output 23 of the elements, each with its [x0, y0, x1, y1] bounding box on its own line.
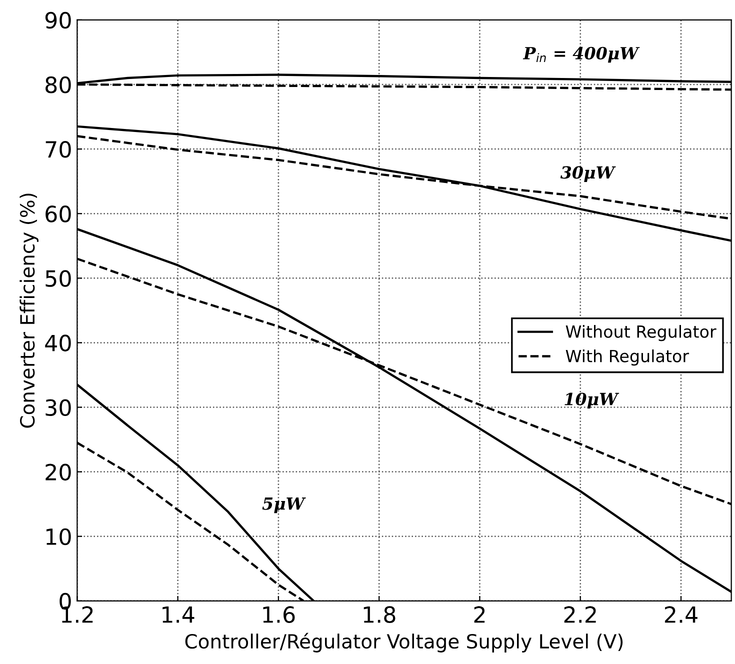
x-tick-label: 1.8 — [364, 606, 396, 623]
annotation: P$_{in}$ = 400μW — [522, 46, 640, 63]
x-axis-title: Controller/Régulator Voltage Supply Level (V) — [185, 632, 623, 652]
y-axis-title: Converter Efficiency (%) — [20, 194, 38, 428]
x-tick-label: 2 — [474, 606, 485, 623]
y-tick-label: 30 — [46, 399, 71, 416]
x-tick-label: 1.6 — [263, 606, 295, 623]
x-tick-label: 1.4 — [162, 606, 194, 623]
y-tick-label: 10 — [46, 528, 71, 546]
y-tick-label: 70 — [46, 140, 71, 158]
y-tick-label: 50 — [46, 270, 71, 287]
legend-label: With Regulator — [566, 349, 690, 366]
x-tick-label: 2.2 — [564, 606, 596, 623]
y-tick-label: 60 — [46, 206, 71, 222]
annotation: 10μW — [564, 392, 620, 409]
y-tick-label: 90 — [45, 12, 71, 29]
legend-label: Without Regulator — [566, 324, 716, 342]
y-tick-label: 20 — [46, 464, 71, 481]
annotation: 5μW — [262, 498, 306, 514]
x-tick-label: 2.4 — [664, 606, 698, 623]
y-tick-label: 80 — [46, 76, 71, 94]
annotation: 30μW — [560, 166, 616, 182]
y-tick-label: 40 — [45, 334, 71, 352]
